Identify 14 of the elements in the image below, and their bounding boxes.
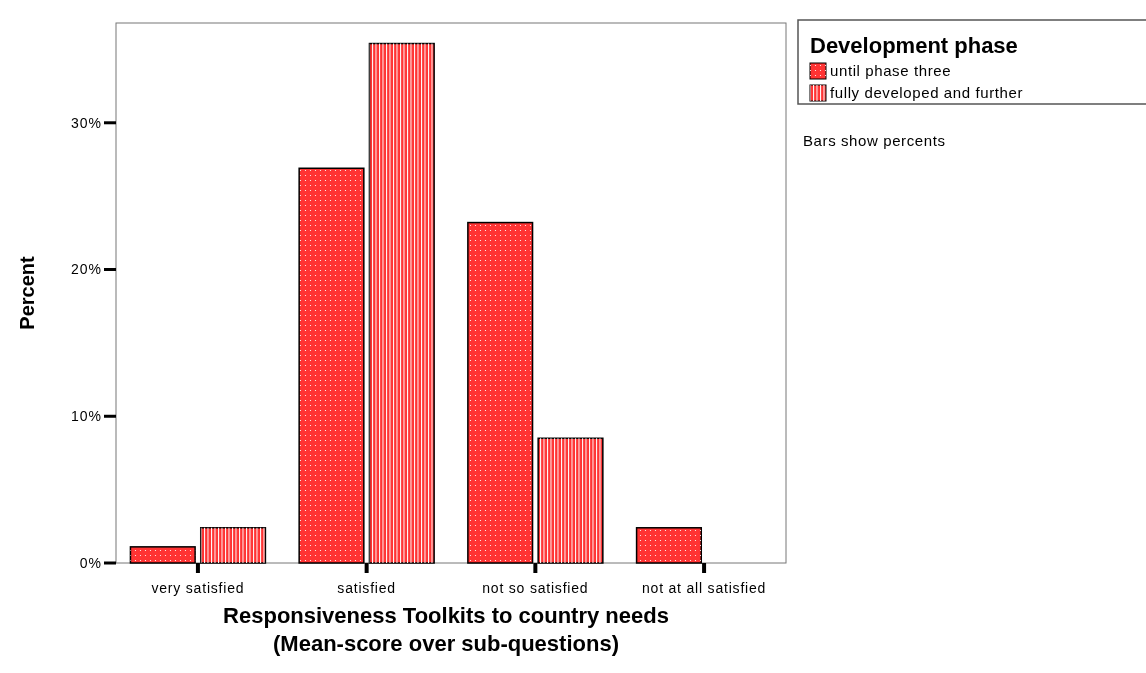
legend-label: until phase three [830, 62, 952, 79]
x-axis-title: Responsiveness Toolkits to country needs (Mean-score over sub-questions) [223, 603, 669, 656]
x-tick-label: very satisfied [151, 580, 245, 596]
y-tick-label: 30% [70, 114, 102, 131]
x-tick-label: satisfied [337, 580, 396, 596]
text: Bars show percents [803, 132, 946, 149]
y-tick-label: 0% [79, 554, 102, 571]
y-tick-label: 20% [70, 261, 102, 278]
x-tick-label: not at all satisfied [641, 580, 767, 596]
x-tick-label: not so satisfied [482, 580, 589, 596]
legend-label: fully developed and further [830, 84, 1023, 101]
y-tick-label: 10% [70, 408, 102, 425]
y-axis-title: Percent [16, 255, 38, 330]
legend-title: Development phase [810, 33, 1018, 58]
